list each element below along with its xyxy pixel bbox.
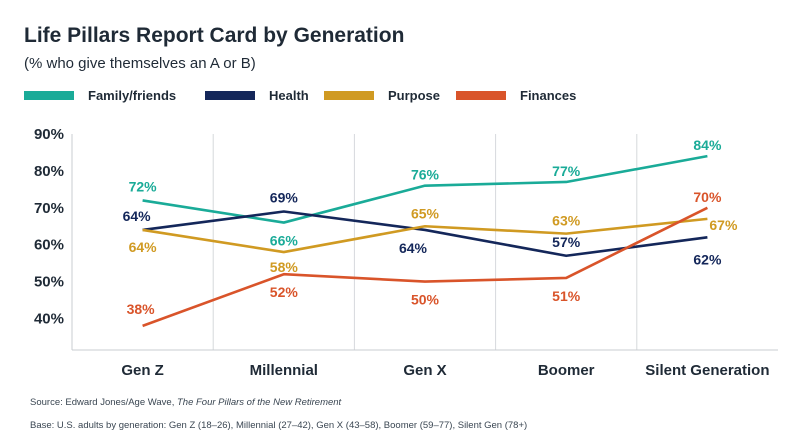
series-line-health	[142, 210, 708, 258]
data-label: 58%	[270, 259, 299, 275]
y-tick-label: 70%	[34, 200, 64, 217]
legend-label-purpose: Purpose	[388, 88, 441, 103]
legend-item-finances: Finances	[456, 88, 576, 103]
legend-swatch-health	[205, 91, 255, 100]
x-tick-label: Gen Z	[121, 362, 164, 379]
legend-swatch-family-friends	[24, 91, 74, 100]
legend-label-family-friends: Family/friends	[88, 88, 177, 103]
data-label: 72%	[129, 178, 158, 194]
footnote-source-prefix: Source: Edward Jones/Age Wave,	[30, 397, 177, 408]
series-line-purpose	[142, 217, 708, 254]
x-tick-label: Boomer	[538, 362, 595, 379]
data-label: 65%	[411, 205, 440, 221]
y-tick-label: 80%	[34, 163, 64, 180]
data-label: 57%	[552, 234, 581, 250]
data-label: 38%	[127, 301, 156, 317]
data-label: 66%	[270, 233, 299, 249]
x-tick-label: Millennial	[250, 362, 318, 379]
y-tick-label: 60%	[34, 237, 64, 254]
data-label: 64%	[399, 240, 428, 256]
legend-swatch-purpose	[324, 91, 374, 100]
data-label: 70%	[693, 189, 722, 205]
data-label: 76%	[411, 167, 440, 183]
x-tick-label: Gen X	[403, 362, 446, 379]
data-label: 64%	[123, 208, 152, 224]
data-label: 62%	[693, 251, 722, 267]
data-label: 77%	[552, 163, 581, 179]
data-label: 52%	[270, 284, 299, 300]
data-label: 67%	[709, 217, 738, 233]
series-line-family-friends	[142, 154, 708, 224]
data-label: 69%	[270, 189, 299, 205]
legend-item-purpose: Purpose	[324, 88, 440, 103]
series-line-finances	[142, 206, 708, 328]
legend-label-health: Health	[269, 88, 309, 103]
legend-label-finances: Finances	[520, 88, 577, 103]
footnote-source-title: The Four Pillars of the New Retirement	[176, 397, 342, 408]
data-label: 64%	[129, 239, 158, 255]
legend-item-health: Health	[205, 88, 309, 103]
chart-subtitle: (% who give themselves an A or B)	[24, 55, 256, 72]
x-tick-label: Silent Generation	[645, 362, 769, 379]
legend-item-family-friends: Family/friends	[24, 88, 176, 103]
data-label: 50%	[411, 292, 440, 308]
data-label: 51%	[552, 288, 581, 304]
data-label: 84%	[693, 137, 722, 153]
data-label: 63%	[552, 213, 581, 229]
footnote-base: Base: U.S. adults by generation: Gen Z (…	[30, 420, 528, 431]
legend-swatch-finances	[456, 91, 506, 100]
y-tick-label: 90%	[34, 126, 64, 143]
chart-title: Life Pillars Report Card by Generation	[24, 24, 405, 47]
footnote-source: Source: Edward Jones/Age Wave, The Four …	[30, 397, 341, 408]
y-tick-label: 40%	[34, 311, 64, 328]
legend: Family/friends Health Purpose Finances	[24, 88, 784, 108]
y-tick-label: 50%	[34, 274, 64, 291]
